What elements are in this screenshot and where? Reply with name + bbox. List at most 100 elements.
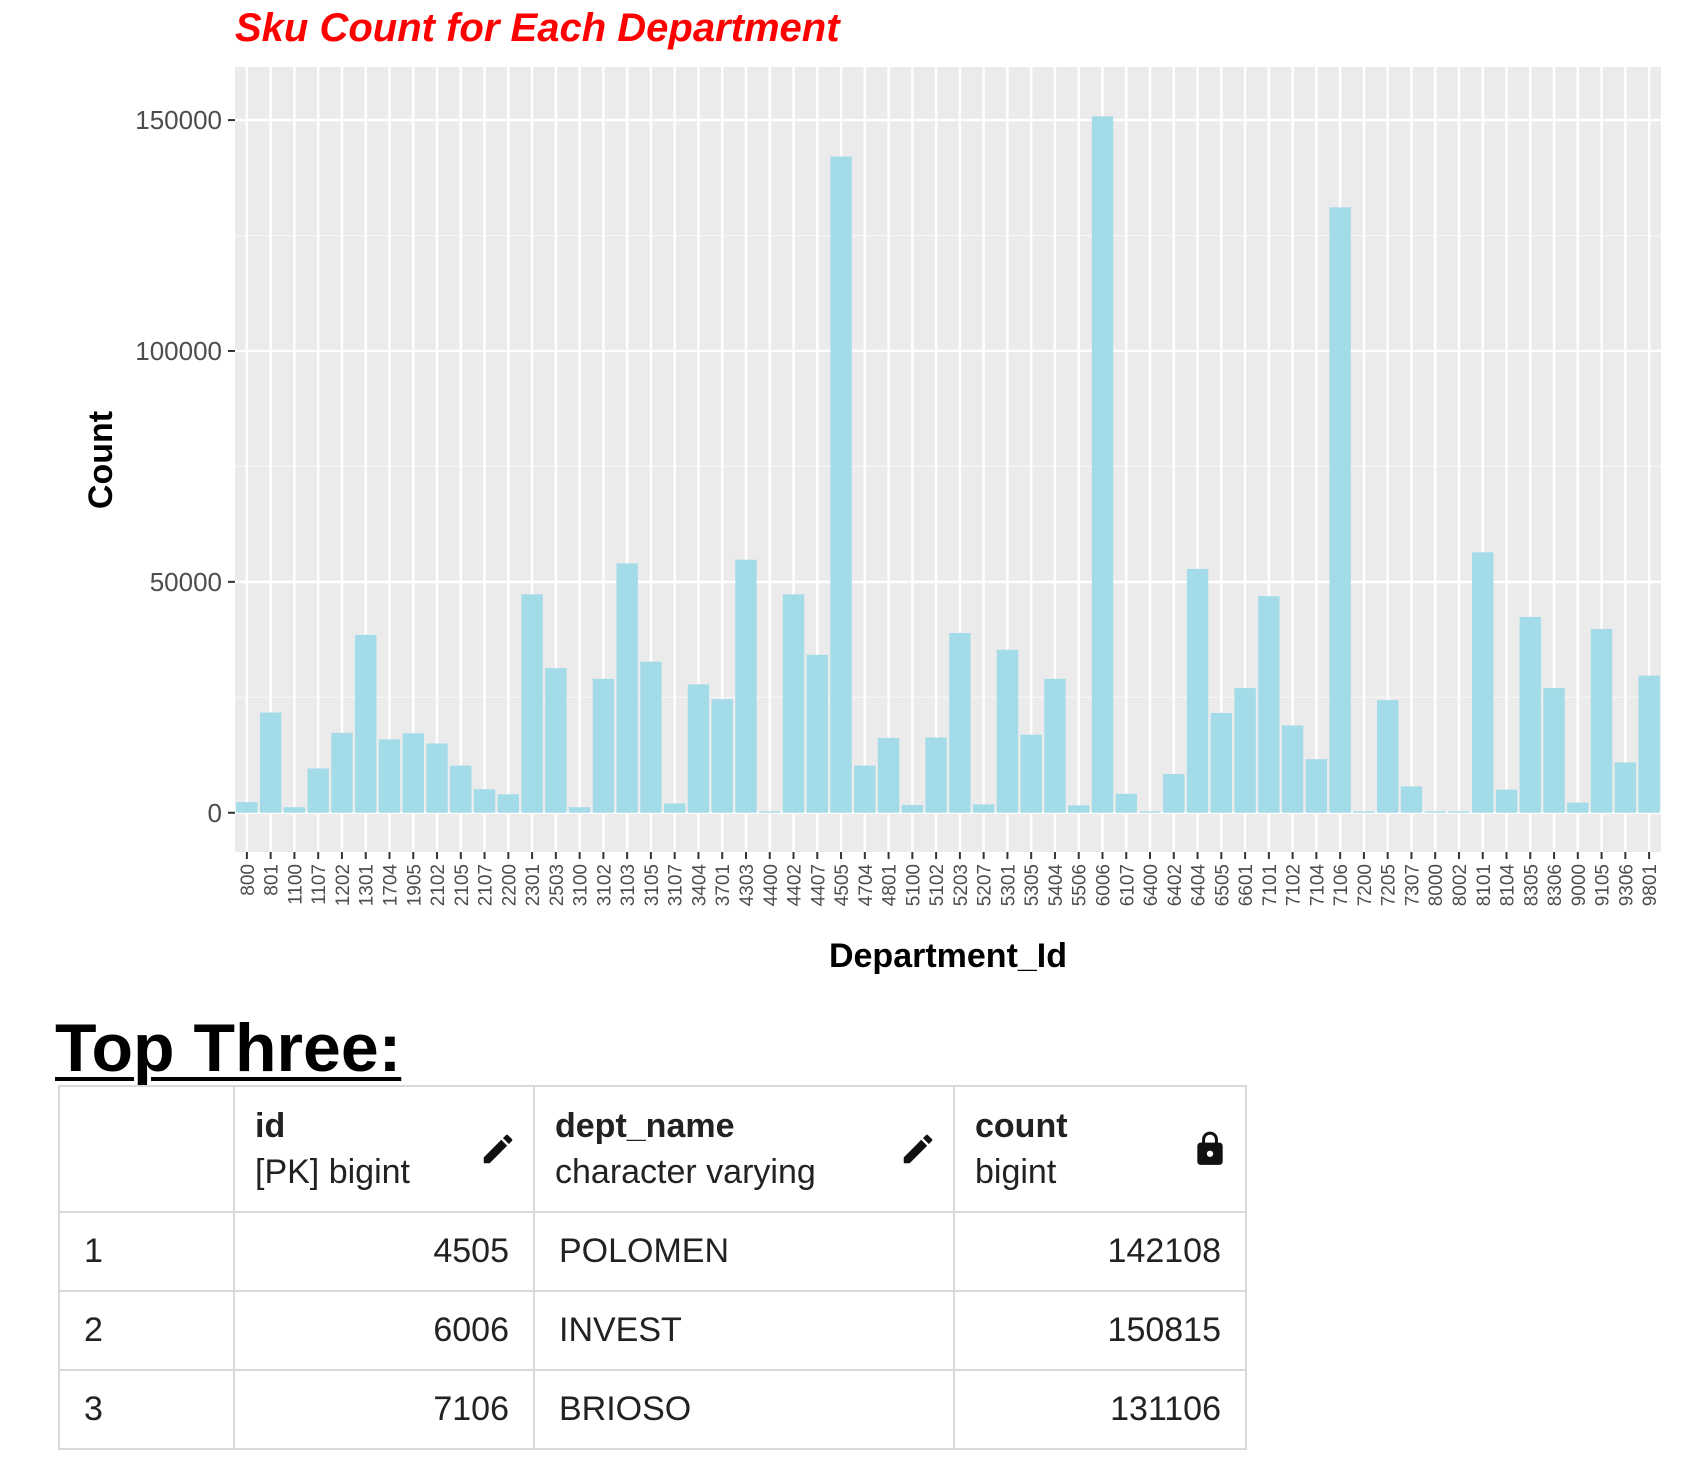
x-tick-label: 6601	[1236, 864, 1257, 906]
bar-1704	[378, 739, 401, 813]
x-tick-label: 3105	[642, 864, 663, 906]
row-number: 2	[58, 1290, 235, 1371]
x-tick-label: 7104	[1307, 864, 1328, 907]
top-three-table: id [PK] bigint dept_name character varyi…	[58, 1085, 1247, 1450]
table-row[interactable]: 2 6006 INVEST 150815	[58, 1290, 1247, 1371]
x-tick-label: 5207	[975, 864, 996, 906]
x-tick-label: 5102	[927, 864, 948, 906]
x-tick-label: 4704	[856, 864, 877, 907]
sku-count-chart: Sku Count for Each Department 0 50000 1000…	[82, 6, 1661, 975]
x-tick-label: 5203	[951, 864, 972, 906]
bar-5305	[1020, 734, 1042, 813]
bar-6006	[1091, 116, 1114, 813]
row-number: 1	[58, 1211, 235, 1292]
x-tick-label: 2301	[523, 864, 544, 906]
bar-7200	[1353, 811, 1375, 813]
bar-5102	[925, 737, 947, 813]
bar-2105	[450, 765, 472, 813]
bar-4407	[806, 654, 828, 813]
x-tick-label: 4801	[880, 864, 901, 906]
x-tick-label: 6505	[1212, 864, 1233, 906]
x-tick-label: 6107	[1117, 864, 1138, 906]
bar-8101	[1472, 552, 1494, 813]
cell-id[interactable]: 7106	[233, 1369, 535, 1450]
bar-3102	[592, 678, 615, 813]
column-name: id	[255, 1107, 286, 1145]
cell-dept-name[interactable]: INVEST	[533, 1290, 955, 1371]
x-tick-label: 5506	[1070, 864, 1091, 906]
bar-5207	[972, 804, 995, 813]
column-header-id[interactable]: id [PK] bigint	[233, 1085, 535, 1213]
bar-6505	[1210, 713, 1233, 813]
table-row[interactable]: 1 4505 POLOMEN 142108	[58, 1211, 1247, 1292]
top-three-heading: Top Three:	[55, 1010, 402, 1086]
bar-2301	[521, 594, 543, 813]
cell-count[interactable]: 142108	[953, 1211, 1247, 1292]
x-tick-label: 3102	[594, 864, 615, 906]
bar-7101	[1258, 596, 1280, 813]
bar-9000	[1567, 802, 1589, 813]
row-number: 3	[58, 1369, 235, 1450]
bar-9105	[1590, 628, 1613, 813]
cell-count[interactable]: 131106	[953, 1369, 1247, 1450]
column-name: dept_name	[555, 1107, 735, 1145]
x-tick-label: 7102	[1284, 864, 1305, 906]
column-type: [PK] bigint	[255, 1153, 410, 1191]
x-tick-label: 8104	[1498, 864, 1519, 907]
x-tick-label: 8101	[1474, 864, 1495, 906]
x-tick-label: 4407	[808, 864, 829, 906]
x-axis: 800 801 1100 1107 1202 1301 1704 1905 2102 2105 21…	[238, 852, 1661, 906]
bar-3103	[616, 563, 638, 813]
cell-id[interactable]: 6006	[233, 1290, 535, 1371]
bar-4704	[854, 765, 876, 813]
column-header-dept-name[interactable]: dept_name character varying	[533, 1085, 955, 1213]
column-header-count[interactable]: count bigint	[953, 1085, 1247, 1213]
bar-8305	[1519, 616, 1541, 813]
bar-7307	[1400, 786, 1423, 813]
bar-5301	[996, 649, 1019, 813]
bar-1107	[307, 768, 329, 813]
bar-9801	[1638, 675, 1660, 813]
x-tick-label: 8000	[1426, 864, 1447, 906]
plot-panel	[235, 67, 1661, 852]
column-type: character varying	[555, 1153, 816, 1191]
x-tick-label: 1202	[333, 864, 354, 906]
cell-id[interactable]: 4505	[233, 1211, 535, 1292]
x-tick-label: 8305	[1521, 864, 1542, 906]
table-row[interactable]: 3 7106 BRIOSO 131106	[58, 1369, 1247, 1450]
bar-800	[236, 802, 258, 813]
x-tick-label: 6400	[1141, 864, 1162, 906]
bar-2200	[497, 794, 520, 813]
bar-4505	[830, 156, 852, 813]
y-axis: 0 50000 100000 150000	[135, 105, 235, 828]
column-type: bigint	[975, 1153, 1057, 1191]
x-tick-label: 801	[262, 864, 283, 896]
x-tick-label: 2102	[428, 864, 449, 906]
bar-2102	[426, 743, 448, 813]
bar-8002	[1448, 811, 1470, 813]
bar-6107	[1115, 793, 1137, 813]
bar-6400	[1139, 811, 1161, 813]
row-number-header[interactable]	[58, 1085, 235, 1213]
pencil-icon[interactable]	[899, 1130, 937, 1168]
bar-2107	[473, 789, 496, 813]
cell-count[interactable]: 150815	[953, 1290, 1247, 1371]
cell-dept-name[interactable]: BRIOSO	[533, 1369, 955, 1450]
bar-5506	[1068, 805, 1090, 813]
bar-3105	[640, 661, 662, 813]
pencil-icon[interactable]	[479, 1130, 517, 1168]
x-tick-label: 3107	[666, 864, 687, 906]
bar-6601	[1234, 688, 1256, 813]
y-tick-label: 0	[208, 798, 222, 828]
bar-4400	[759, 811, 781, 813]
cell-dept-name[interactable]: POLOMEN	[533, 1211, 955, 1292]
bar-1202	[331, 732, 353, 813]
bar-9306	[1614, 762, 1637, 813]
chart-title: Sku Count for Each Department	[235, 6, 841, 50]
bar-1905	[402, 733, 424, 813]
x-tick-label: 2200	[499, 864, 520, 906]
bar-5100	[901, 804, 924, 813]
bar-2503	[545, 668, 567, 813]
x-tick-label: 1905	[404, 864, 425, 906]
x-tick-label: 1704	[380, 864, 401, 907]
